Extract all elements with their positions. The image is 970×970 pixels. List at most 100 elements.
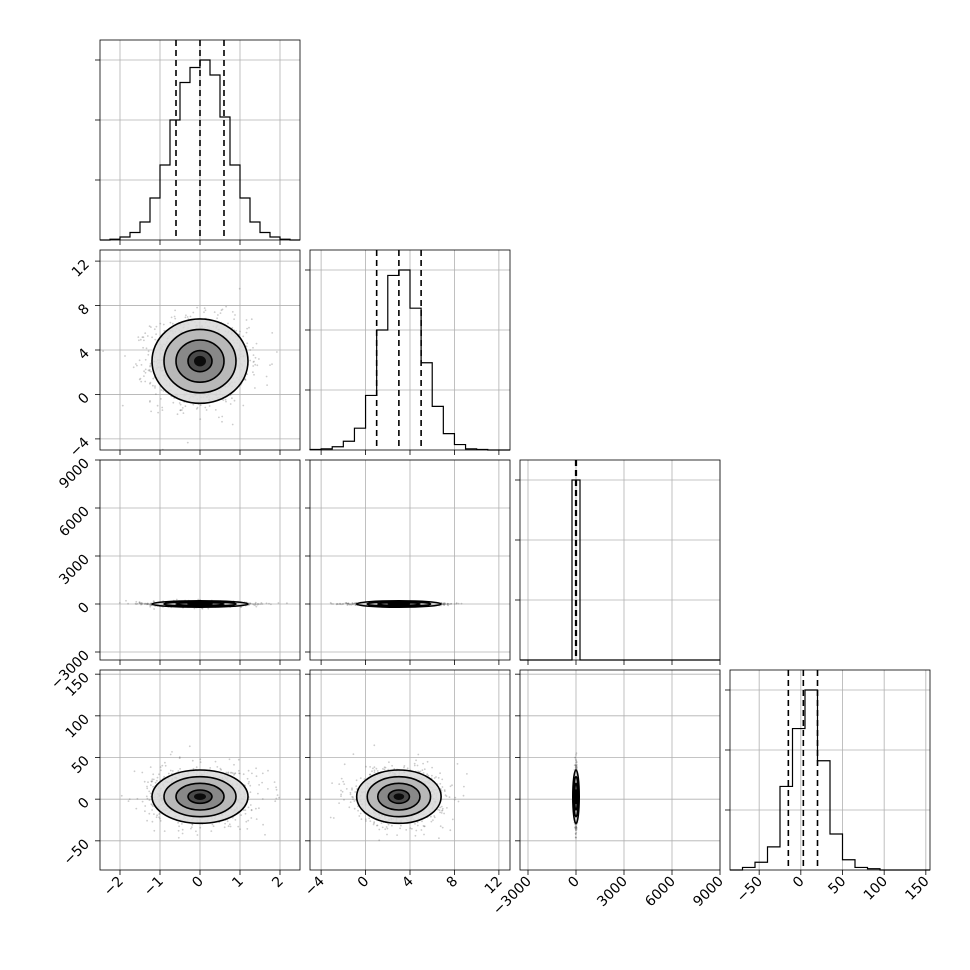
scatter-point — [442, 603, 445, 606]
scatter-point — [353, 602, 356, 605]
scatter-point — [203, 307, 206, 309]
scatter-point — [138, 601, 141, 604]
scatter-point — [248, 326, 250, 329]
scatter-point — [220, 309, 223, 312]
scatter-point — [149, 792, 152, 795]
scatter-point — [460, 602, 463, 605]
panel-frame — [309, 459, 511, 661]
scatter-point — [235, 329, 238, 332]
scatter-point — [231, 326, 234, 329]
scatter-point — [455, 602, 458, 605]
scatter-point — [329, 601, 332, 604]
scatter-point — [127, 602, 129, 605]
scatter-point — [225, 305, 228, 308]
scatter-point — [135, 603, 138, 605]
scatter-point — [245, 331, 248, 334]
scatter-point — [455, 602, 458, 604]
scatter-point — [195, 408, 198, 410]
scatter-point — [146, 603, 148, 606]
scatter-point — [148, 603, 151, 606]
scatter-point — [219, 312, 222, 314]
scatter-point — [259, 603, 262, 605]
scatter-point — [144, 371, 147, 374]
scatter-point — [181, 407, 184, 409]
scatter-point — [339, 603, 342, 605]
scatter-point — [125, 599, 127, 602]
scatter-point — [147, 353, 150, 356]
scatter-point — [208, 405, 211, 407]
scatter-point — [176, 413, 179, 416]
scatter-point — [167, 772, 170, 775]
scatter-point — [128, 798, 131, 800]
scatter-point — [447, 603, 449, 605]
scatter-point — [265, 602, 268, 605]
scatter-point — [348, 603, 350, 606]
scatter-point — [148, 370, 151, 372]
scatter-point — [254, 602, 257, 605]
scatter-point — [246, 342, 249, 345]
scatter-point — [150, 410, 153, 413]
scatter-point — [170, 316, 173, 319]
scatter-point — [234, 314, 236, 316]
scatter-point — [151, 336, 154, 339]
scatter-panel-0-1 — [95, 249, 301, 455]
scatter-point — [286, 602, 288, 605]
scatter-point — [207, 607, 210, 610]
scatter-point — [336, 602, 338, 605]
scatter-point — [174, 317, 177, 320]
scatter-point — [231, 423, 234, 426]
scatter-point — [149, 381, 152, 384]
scatter-point — [154, 387, 156, 389]
scatter-point — [231, 397, 233, 400]
scatter-point — [146, 603, 149, 605]
scatter-point — [139, 377, 142, 380]
scatter-point — [231, 311, 234, 313]
scatter-point — [256, 603, 259, 606]
scatter-point — [249, 602, 251, 604]
scatter-point — [149, 605, 152, 608]
scatter-points — [120, 745, 280, 839]
scatter-point — [199, 404, 202, 406]
scatter-point — [347, 602, 350, 605]
scatter-point — [238, 772, 241, 775]
scatter-point — [156, 779, 158, 782]
scatter-points — [102, 287, 278, 450]
scatter-point — [233, 318, 236, 321]
scatter-point — [233, 774, 235, 776]
scatter-point — [339, 602, 341, 605]
scatter-point — [135, 363, 137, 365]
scatter-points — [118, 598, 288, 610]
scatter-point — [148, 790, 151, 793]
scatter-point — [163, 329, 166, 332]
scatter-point — [212, 825, 215, 828]
scatter-point — [144, 368, 147, 371]
scatter-point — [160, 389, 163, 391]
panel-frame — [519, 459, 721, 661]
scatter-point — [443, 604, 446, 606]
scatter-point — [189, 315, 192, 318]
scatter-point — [351, 603, 354, 605]
scatter-point — [269, 364, 271, 366]
scatter-point — [249, 602, 252, 605]
scatter-point — [147, 350, 150, 353]
scatter-point — [218, 416, 220, 419]
scatter-point — [150, 780, 153, 783]
scatter-point — [149, 363, 152, 365]
scatter-point — [199, 761, 202, 764]
scatter-point — [253, 360, 255, 363]
scatter-point — [150, 370, 152, 373]
scatter-point — [442, 603, 444, 606]
scatter-point — [177, 821, 180, 824]
scatter-point — [447, 603, 449, 605]
scatter-point — [277, 602, 280, 604]
scatter-point — [190, 827, 192, 830]
scatter-point — [254, 363, 257, 366]
scatter-point — [345, 602, 348, 605]
scatter-point — [179, 403, 182, 406]
scatter-point — [443, 603, 445, 606]
scatter-point — [147, 602, 150, 605]
scatter-point — [140, 380, 143, 383]
scatter-point — [244, 379, 247, 381]
panels-layer: −2 −1 0 1 2 −4 0 4 8 12−3000 0 3000 6000 9000 −50 0 50 10… — [48, 39, 933, 918]
scatter-point — [346, 603, 349, 605]
